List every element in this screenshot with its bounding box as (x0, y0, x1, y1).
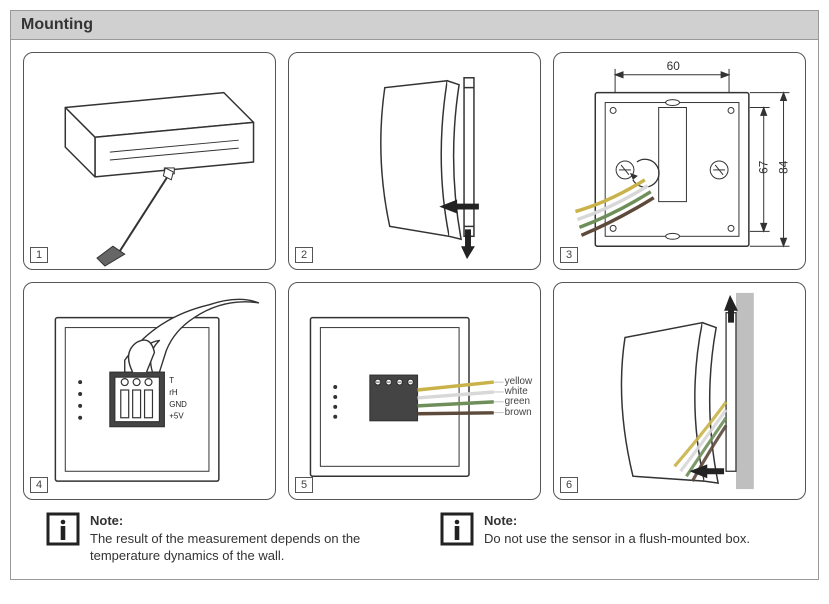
dimension-inner-height: 67 (757, 161, 771, 174)
wire-label-green: green (505, 396, 530, 407)
diagram-3: 60 (554, 53, 805, 269)
page: Mounting (10, 10, 819, 580)
note-body: Do not use the sensor in a flush-mounted… (484, 531, 750, 546)
diagram-grid: 1 (11, 40, 818, 512)
note-1: Note: The result of the measurement depe… (46, 512, 410, 565)
info-icon (440, 512, 474, 551)
note-text: Note: The result of the measurement depe… (90, 512, 410, 565)
pin-label-gnd: GND (169, 400, 187, 409)
diagram-4: T rH GND +5V (24, 283, 275, 499)
step-panel-4: T rH GND +5V 4 (23, 282, 276, 500)
note-text: Note: Do not use the sensor in a flush-m… (484, 512, 750, 547)
diagram-1 (24, 53, 275, 269)
wire-label-brown: brown (505, 407, 532, 418)
note-2: Note: Do not use the sensor in a flush-m… (440, 512, 804, 565)
step-number: 3 (560, 247, 578, 263)
step-panel-5: yellow white green brown 5 (288, 282, 541, 500)
pin-label-t: T (169, 376, 174, 385)
step-panel-6: 6 (553, 282, 806, 500)
info-icon (46, 512, 80, 551)
step-panel-2: 2 (288, 52, 541, 270)
pin-label-5v: +5V (169, 412, 184, 421)
step-number: 6 (560, 477, 578, 493)
diagram-5: yellow white green brown (289, 283, 540, 499)
step-number: 2 (295, 247, 313, 263)
note-title: Note: (484, 512, 750, 530)
note-title: Note: (90, 512, 410, 530)
step-number: 5 (295, 477, 313, 493)
step-panel-3: 60 (553, 52, 806, 270)
note-body: The result of the measurement depends on… (90, 531, 360, 564)
step-number: 4 (30, 477, 48, 493)
section-title: Mounting (11, 11, 818, 40)
dimension-width: 60 (667, 59, 681, 73)
step-number: 1 (30, 247, 48, 263)
dimension-outer-height: 84 (777, 160, 791, 174)
step-panel-1: 1 (23, 52, 276, 270)
diagram-2 (289, 53, 540, 269)
notes-row: Note: The result of the measurement depe… (11, 512, 818, 579)
diagram-6 (554, 283, 805, 499)
pin-label-rh: rH (169, 388, 178, 397)
